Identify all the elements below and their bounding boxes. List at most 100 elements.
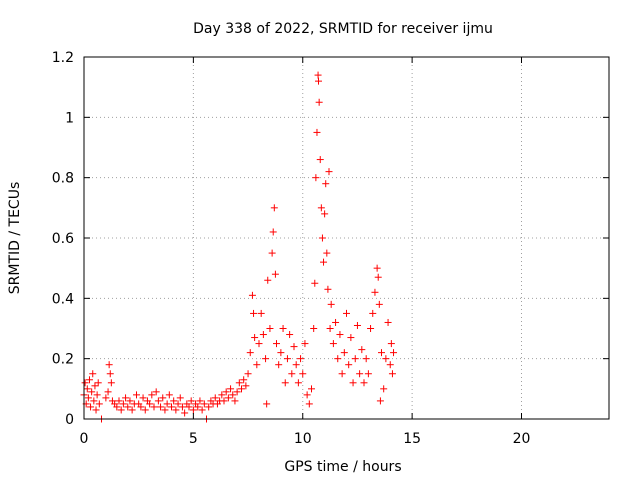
data-point [176,394,184,402]
data-point [126,397,134,405]
data-points [80,71,398,423]
data-point [170,397,178,405]
data-point [220,397,228,405]
data-point [315,98,323,106]
data-point [356,370,364,378]
data-point [374,273,382,281]
data-point [312,174,320,182]
data-point [235,379,243,387]
data-point [297,355,305,363]
data-point [141,406,149,414]
data-point [200,400,208,408]
x-tick-label: 5 [189,431,198,447]
data-point [154,397,162,405]
data-point [88,388,96,396]
data-point [83,385,91,393]
data-point [117,406,125,414]
data-point [325,168,333,176]
data-point [324,285,332,293]
data-point [205,403,213,411]
data-point [187,397,195,405]
data-point [248,291,256,299]
data-point [194,403,202,411]
data-point [152,388,160,396]
data-point [139,394,147,402]
data-point [294,379,302,387]
y-tick-label: 0.6 [52,231,74,247]
data-point [218,391,226,399]
y-tick-labels: 0 0.2 0.4 0.6 0.8 1 1.2 [52,50,74,428]
data-point [168,403,175,411]
data-point [353,321,361,329]
data-point [181,409,189,417]
data-point [263,400,271,408]
data-point [174,400,182,408]
data-point [317,204,325,212]
data-point [92,406,100,414]
data-point [266,325,274,332]
data-point [150,403,158,411]
data-point [371,288,379,296]
data-point [382,355,390,363]
data-point [301,340,309,348]
data-point [255,340,263,348]
data-point [242,382,250,390]
data-point [107,379,115,387]
data-point [271,270,279,278]
data-point [373,264,381,272]
data-point [384,318,392,326]
data-point [253,361,261,369]
data-point [222,388,230,396]
data-point [257,309,265,317]
data-point [305,400,313,408]
data-point [240,376,248,384]
data-point [262,355,270,363]
x-tick-label: 10 [294,431,312,447]
data-point [376,397,384,405]
data-point [211,394,219,402]
data-point [172,406,180,414]
data-point [246,349,254,357]
data-point [231,397,239,405]
data-point [165,391,173,399]
y-tick-label: 0.8 [52,171,74,187]
x-axis-label: GPS time / hours [284,459,401,475]
data-point [105,361,113,369]
data-point [115,397,123,405]
y-tick-label: 1 [65,110,74,126]
data-point [233,388,241,396]
data-point [224,394,232,402]
x-tick-label: 0 [80,431,89,447]
data-point [84,394,92,402]
data-point [322,180,330,188]
data-point [244,370,252,378]
data-point [310,325,318,332]
data-point [128,406,136,414]
data-point [380,385,388,393]
data-point [251,334,259,342]
grid-lines [84,57,609,419]
data-point [321,210,329,218]
y-tick-label: 0.2 [52,352,74,368]
data-point [316,156,324,164]
data-point [196,397,204,405]
data-point [345,361,353,369]
data-point [315,77,322,85]
data-point [358,346,366,354]
data-point [229,391,237,399]
chart-title: Day 338 of 2022, SRMTID for receiver ijm… [193,21,493,37]
data-point [320,258,328,266]
data-point [90,397,98,405]
data-point [178,403,186,411]
data-point [270,204,278,212]
data-point [85,376,93,384]
data-point [161,406,169,414]
data-point [303,391,311,399]
data-point [286,331,294,339]
data-point [122,394,130,402]
data-point [367,325,375,332]
data-point [87,403,95,411]
data-point [264,276,272,284]
data-point [313,128,321,136]
